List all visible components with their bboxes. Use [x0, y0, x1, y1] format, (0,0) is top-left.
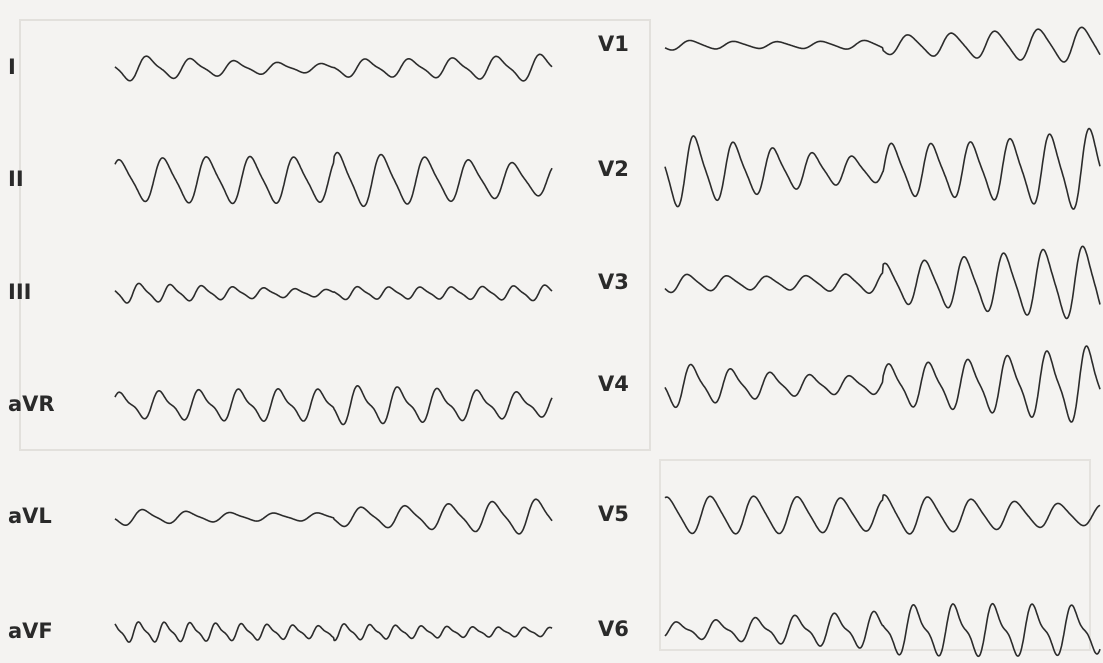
- lead-label: II: [8, 167, 24, 191]
- lead-label: III: [8, 280, 31, 304]
- lead-label: V1: [598, 32, 629, 56]
- background: [0, 0, 1103, 663]
- lead-label: aVF: [8, 619, 53, 643]
- lead-label: V4: [598, 372, 629, 396]
- lead-label: aVL: [8, 504, 52, 528]
- lead-label: I: [8, 55, 16, 79]
- ecg-figure: IIIIIIaVRaVLaVFV1V2V3V4V5V6: [0, 0, 1103, 663]
- lead-label: V3: [598, 270, 629, 294]
- lead-label: V6: [598, 617, 629, 641]
- lead-label: aVR: [8, 392, 55, 416]
- lead-label: V5: [598, 502, 629, 526]
- lead-label: V2: [598, 157, 629, 181]
